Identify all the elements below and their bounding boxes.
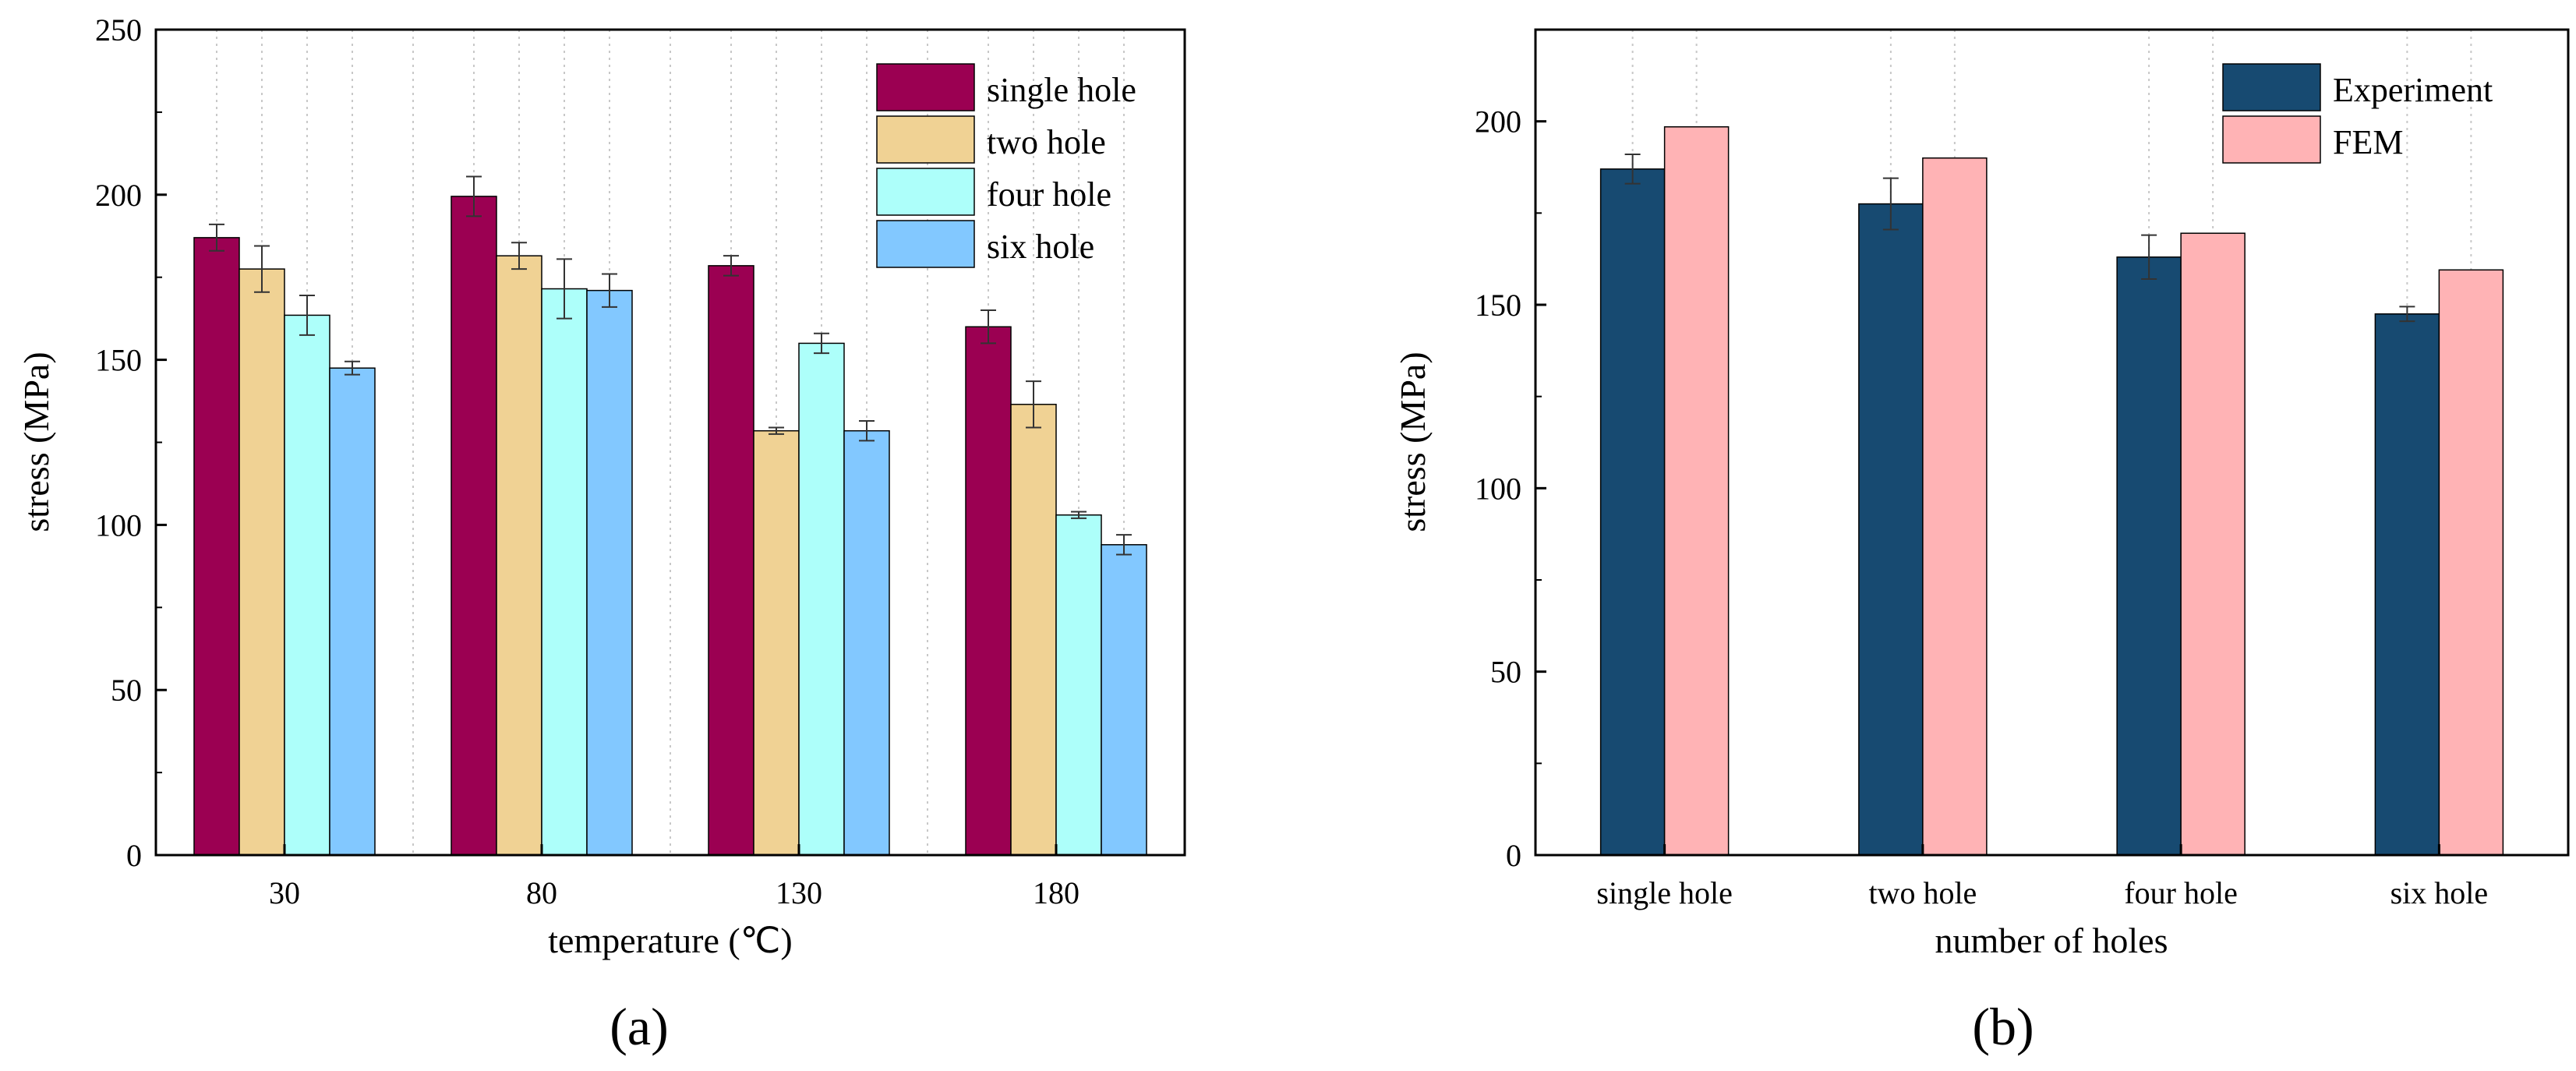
bar-experiment-six-hole bbox=[2374, 313, 2440, 856]
y-axis-title: stress (MPa) bbox=[16, 352, 56, 532]
panel-label-a: (a) bbox=[610, 997, 668, 1056]
legend-label-fem: FEM bbox=[2333, 123, 2403, 161]
legend: Experiment FEM bbox=[2222, 63, 2493, 164]
legend-label-experiment: Experiment bbox=[2333, 71, 2493, 109]
legend-label-single-hole: single hole bbox=[987, 71, 1136, 109]
y-tick-label: 0 bbox=[126, 838, 142, 873]
bar-six-hole-130 bbox=[843, 429, 890, 856]
legend-label-six-hole: six hole bbox=[987, 228, 1094, 266]
legend-swatch-two-hole bbox=[876, 115, 975, 164]
bar-single-hole-130 bbox=[708, 265, 754, 856]
x-axis: single hole two hole four hole six hole bbox=[1596, 844, 2488, 910]
bar-experiment-single-hole bbox=[1599, 168, 1666, 856]
chart-panel-a: 0 50 100 150 200 250 30 80 130 180 single hole tw… bbox=[16, 12, 1186, 1056]
x-tick-label: 180 bbox=[1033, 875, 1080, 910]
bar-experiment-four-hole bbox=[2116, 256, 2182, 856]
bar-two-hole-130 bbox=[753, 429, 800, 856]
x-tick-label: two hole bbox=[1868, 875, 1977, 910]
legend-swatch-six-hole bbox=[876, 220, 975, 268]
y-tick-label: 200 bbox=[95, 178, 142, 213]
x-tick-label: 80 bbox=[526, 875, 557, 910]
legend-swatch-four-hole bbox=[876, 168, 975, 216]
bar-four-hole-30 bbox=[284, 314, 330, 856]
x-tick-label: four hole bbox=[2124, 875, 2238, 910]
error-bars bbox=[209, 175, 1132, 556]
bar-six-hole-80 bbox=[586, 289, 633, 856]
y-tick-label: 200 bbox=[1475, 104, 1521, 140]
y-tick-label: 0 bbox=[1506, 838, 1521, 873]
y-axis: 0 50 100 150 200 bbox=[1475, 104, 1546, 873]
bar-single-hole-180 bbox=[965, 326, 1012, 856]
x-axis-title: number of holes bbox=[1935, 921, 2168, 960]
y-tick-label: 100 bbox=[95, 507, 142, 543]
bar-four-hole-80 bbox=[541, 288, 588, 856]
bar-two-hole-80 bbox=[496, 255, 542, 856]
x-tick-label: 130 bbox=[776, 875, 822, 910]
y-tick-label: 50 bbox=[111, 673, 142, 708]
legend: single hole two hole four hole six hole bbox=[876, 63, 1136, 268]
legend-swatch-single-hole bbox=[876, 63, 975, 111]
x-tick-label: 30 bbox=[269, 875, 300, 910]
x-axis-title: temperature (℃) bbox=[548, 921, 792, 960]
y-tick-label: 50 bbox=[1490, 655, 1521, 690]
bar-four-hole-130 bbox=[798, 342, 845, 856]
x-axis: 30 80 130 180 bbox=[269, 844, 1080, 910]
legend-swatch-fem bbox=[2222, 115, 2321, 164]
y-tick-label: 100 bbox=[1475, 471, 1521, 506]
legend-label-two-hole: two hole bbox=[987, 123, 1106, 161]
legend-label-four-hole: four hole bbox=[987, 175, 1111, 214]
bar-four-hole-180 bbox=[1055, 514, 1102, 856]
error-bars bbox=[1624, 154, 2415, 323]
bar-single-hole-30 bbox=[193, 237, 240, 856]
x-tick-label: single hole bbox=[1596, 875, 1732, 910]
y-axis: 0 50 100 150 200 250 bbox=[95, 12, 167, 873]
bar-group bbox=[193, 196, 1147, 856]
bar-experiment-two-hole bbox=[1858, 203, 1924, 856]
bar-fem-two-hole bbox=[1922, 157, 1988, 856]
x-tick-label: six hole bbox=[2390, 875, 2489, 910]
y-tick-label: 150 bbox=[95, 343, 142, 378]
bar-two-hole-180 bbox=[1010, 404, 1057, 856]
bar-two-hole-30 bbox=[239, 268, 285, 856]
legend-swatch-experiment bbox=[2222, 63, 2321, 111]
bar-fem-single-hole bbox=[1663, 125, 1730, 856]
bar-group bbox=[1599, 125, 2504, 856]
y-tick-label: 150 bbox=[1475, 288, 1521, 323]
bar-six-hole-180 bbox=[1101, 544, 1147, 856]
y-axis-title: stress (MPa) bbox=[1393, 352, 1433, 532]
plot-frame bbox=[1534, 28, 2570, 857]
y-tick-label: 250 bbox=[95, 12, 142, 48]
bar-six-hole-30 bbox=[329, 367, 376, 856]
panel-label-b: (b) bbox=[1972, 997, 2034, 1056]
bar-fem-six-hole bbox=[2438, 269, 2504, 856]
bar-single-hole-80 bbox=[451, 196, 497, 856]
bar-fem-four-hole bbox=[2180, 232, 2246, 856]
chart-panel-b: 0 50 100 150 200 single hole two hole four hol… bbox=[1393, 28, 2570, 1056]
